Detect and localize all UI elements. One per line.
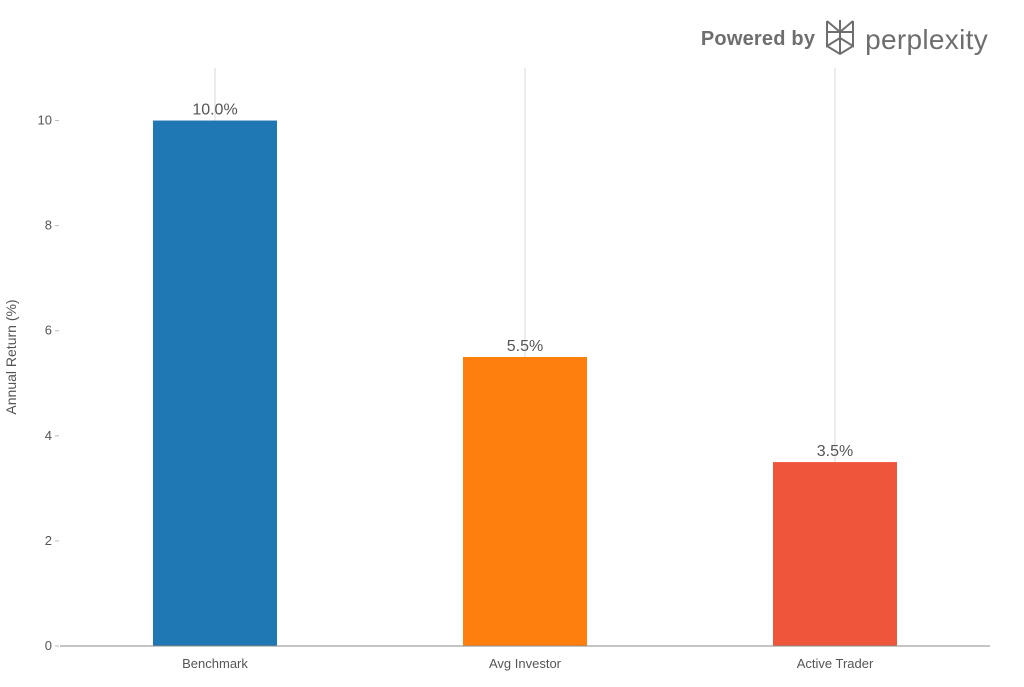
- y-tick-label-3: 6: [45, 323, 52, 338]
- y-tick-label-2: 4: [45, 428, 52, 443]
- bar-2: [773, 462, 897, 646]
- y-tick-label-4: 8: [45, 218, 52, 233]
- bars-layer: [153, 120, 897, 646]
- y-tick-label-0: 0: [45, 638, 52, 653]
- x-tick-label-2: Active Trader: [797, 656, 874, 671]
- bar-0: [153, 120, 277, 646]
- data-label-1: 5.5%: [507, 338, 543, 355]
- labels-layer: 10.0% 5.5% 3.5%: [192, 102, 853, 461]
- x-tick-label-0: Benchmark: [182, 656, 248, 671]
- y-tick-label-1: 2: [45, 533, 52, 548]
- axes-layer: Benchmark Avg Investor Active Trader 0 2 4 6 8 1…: [3, 113, 990, 671]
- x-tick-label-1: Avg Investor: [489, 656, 562, 671]
- y-axis-title: Annual Return (%): [3, 299, 19, 414]
- watermark-brand: perplexity: [865, 23, 988, 55]
- bar-1: [463, 357, 587, 646]
- watermark: Powered by perplexity: [701, 18, 988, 61]
- data-label-2: 3.5%: [817, 443, 853, 460]
- perplexity-logo-icon: [823, 18, 857, 61]
- data-label-0: 10.0%: [192, 102, 237, 119]
- y-tick-label-5: 10: [38, 113, 52, 128]
- watermark-prefix: Powered by: [700, 28, 816, 50]
